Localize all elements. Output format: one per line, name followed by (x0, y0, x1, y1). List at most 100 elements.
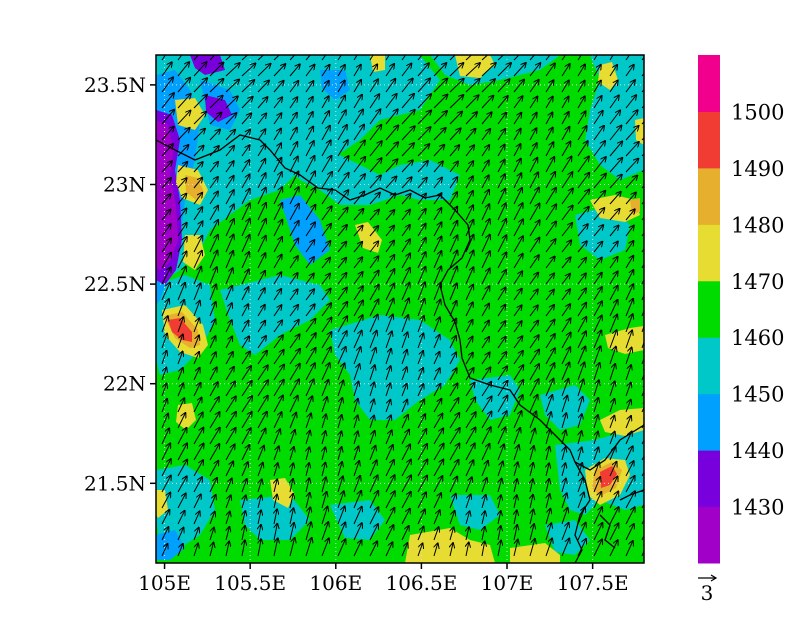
wind-vector (545, 222, 556, 237)
wind-vector (481, 112, 492, 125)
wind-vector (481, 79, 495, 93)
wind-vector (209, 495, 216, 509)
wind-vector (385, 269, 394, 285)
wind-vector (609, 462, 617, 477)
wind-vector (481, 412, 492, 429)
wind-vector (321, 318, 332, 333)
wind-vector (609, 96, 619, 109)
wind-vector (177, 162, 187, 173)
wind-vector (401, 283, 410, 301)
wind-vector (497, 305, 505, 317)
wind-vector (449, 221, 457, 237)
wind-vector (577, 288, 586, 301)
wind-vector (369, 365, 375, 381)
contour-region-red (600, 466, 617, 488)
wind-vector (289, 128, 297, 141)
wind-vector (545, 172, 555, 189)
wind-vector (321, 303, 331, 317)
wind-vector (305, 188, 315, 205)
wind-vector (322, 463, 325, 477)
wind-vector (225, 286, 232, 301)
wind-vector (593, 126, 604, 141)
wind-vector (513, 395, 523, 413)
wind-vector (385, 430, 392, 445)
wind-vector (353, 286, 363, 301)
wind-vector (481, 251, 490, 269)
wind-vector (561, 127, 569, 141)
wind-vector (481, 96, 493, 109)
wind-vector (465, 368, 474, 381)
wind-vector (337, 273, 346, 285)
wind-vector (193, 352, 199, 365)
colorbar-label: 1430 (731, 496, 784, 520)
wind-vector (417, 429, 426, 445)
wind-vector (177, 128, 190, 141)
wind-vector (433, 368, 440, 381)
wind-vector (177, 368, 183, 381)
wind-vector (625, 284, 633, 301)
wind-vector (625, 365, 631, 381)
wind-vector (609, 540, 618, 557)
wind-vector (225, 445, 235, 461)
wind-vector (529, 143, 537, 157)
wind-vector (225, 96, 238, 109)
wind-vector (401, 94, 414, 109)
wind-vector (561, 112, 569, 125)
wind-vector (625, 507, 635, 525)
wind-vector (417, 368, 423, 381)
wind-vector (545, 55, 551, 61)
wind-vector (209, 55, 216, 61)
wind-vector (513, 380, 523, 397)
wind-vector (305, 414, 311, 429)
wind-vector (225, 397, 236, 413)
wind-vector (209, 235, 218, 253)
wind-vector (209, 444, 219, 461)
wind-vector (321, 492, 327, 509)
wind-vector (177, 335, 183, 349)
wind-vector (433, 444, 444, 461)
wind-vector (321, 224, 331, 237)
wind-vector (241, 462, 248, 477)
wind-vector (625, 110, 638, 125)
wind-vector (305, 363, 315, 381)
wind-vector (385, 177, 396, 189)
wind-vector (609, 364, 615, 381)
wind-vector (577, 317, 586, 333)
wind-vector (641, 534, 644, 541)
wind-vector (321, 332, 332, 349)
wind-vector (513, 445, 519, 461)
contour-region-cyan (450, 495, 500, 530)
wind-vector (353, 331, 362, 349)
wind-vector (625, 383, 631, 397)
wind-vector (417, 79, 430, 93)
wind-vector (561, 508, 568, 525)
wind-vector (385, 542, 392, 557)
wind-vector (529, 335, 539, 349)
wind-vector (241, 445, 249, 461)
wind-vector (177, 428, 187, 445)
wind-vector (433, 460, 443, 477)
wind-vector (433, 300, 440, 317)
wind-vector (273, 97, 282, 109)
wind-vector (305, 112, 313, 125)
wind-vector (529, 273, 538, 285)
wind-vector (225, 495, 231, 509)
wind-vector (257, 144, 265, 157)
wind-vector (241, 145, 250, 157)
colorbar-label: 1470 (731, 270, 784, 294)
wind-vector (209, 336, 216, 349)
wind-vector (193, 460, 203, 477)
wind-vector (513, 188, 522, 205)
wind-vector (561, 157, 572, 173)
wind-vector (241, 97, 253, 109)
wind-vector (385, 255, 394, 269)
wind-vector (257, 380, 268, 397)
wind-vector (545, 305, 554, 317)
wind-vector (353, 192, 364, 205)
wind-vector (561, 493, 567, 509)
wind-vector (449, 511, 455, 525)
wind-vector (241, 270, 249, 285)
wind-vector (465, 95, 479, 109)
wind-vector (353, 399, 358, 413)
wind-vector (193, 251, 202, 269)
